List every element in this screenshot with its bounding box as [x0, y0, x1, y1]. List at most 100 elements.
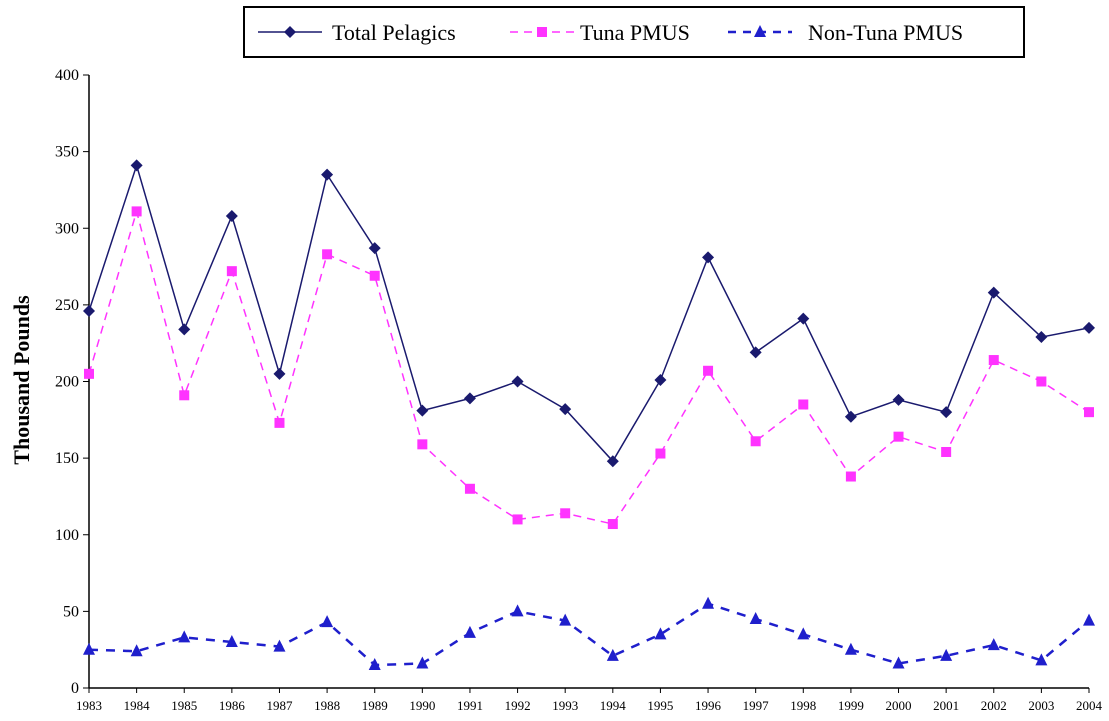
data-point-diamond	[273, 367, 286, 380]
data-point-diamond	[321, 168, 334, 181]
data-point-triangle	[273, 639, 286, 652]
data-point-square	[893, 431, 904, 442]
x-tick-label: 1991	[457, 698, 483, 713]
data-point-square	[845, 471, 856, 482]
x-tick-label: 1983	[76, 698, 102, 713]
data-point-triangle	[511, 604, 524, 617]
y-tick-label: 200	[55, 374, 79, 391]
legend-label-total-pelagics: Total Pelagics	[332, 20, 456, 45]
data-point-square	[274, 417, 285, 428]
series-tuna-pmus	[84, 206, 1094, 530]
data-point-diamond	[1083, 321, 1095, 334]
data-point-triangle	[321, 615, 334, 628]
data-point-diamond	[559, 403, 572, 416]
data-point-triangle	[844, 642, 857, 655]
x-tick-label: 1985	[171, 698, 197, 713]
legend-marker-triangle	[754, 25, 766, 37]
data-point-triangle	[559, 613, 572, 626]
data-point-square	[703, 365, 714, 376]
data-point-triangle	[1083, 613, 1095, 626]
data-point-triangle	[83, 642, 95, 655]
data-point-diamond	[511, 375, 524, 388]
y-tick-label: 400	[55, 67, 79, 84]
data-point-square	[1084, 407, 1094, 418]
data-point-triangle	[130, 644, 143, 657]
data-point-diamond	[178, 323, 191, 336]
legend-marker-square	[537, 27, 547, 37]
y-ticks: 0 50 100 150 200 250 300 350 400	[55, 67, 89, 697]
x-tick-label: 1998	[790, 698, 816, 713]
legend-box	[243, 6, 1025, 58]
x-tick-label: 2004	[1076, 698, 1103, 713]
x-tick-label: 1987	[266, 698, 293, 713]
data-point-diamond	[130, 159, 143, 172]
data-point-diamond	[844, 410, 857, 423]
x-tick-label: 1989	[362, 698, 388, 713]
data-point-triangle	[797, 627, 810, 640]
data-point-diamond	[225, 209, 238, 222]
x-tick-label: 1995	[647, 698, 673, 713]
y-tick-label: 350	[55, 144, 79, 161]
data-point-diamond	[606, 455, 619, 468]
series-line	[88, 208, 1090, 525]
series-total-pelagics	[83, 159, 1095, 468]
x-tick-label: 2001	[933, 698, 959, 713]
data-point-triangle	[225, 635, 238, 648]
x-tick-label: 2000	[886, 698, 912, 713]
legend: Total Pelagics Tuna PMUS Non-Tuna PMUS	[243, 6, 1025, 58]
data-point-diamond	[1035, 331, 1048, 344]
data-point-diamond	[654, 373, 667, 386]
x-tick-label: 1984	[124, 698, 151, 713]
x-tick-label: 2003	[1028, 698, 1054, 713]
data-point-triangle	[178, 630, 191, 643]
data-point-triangle	[749, 612, 762, 625]
data-point-triangle	[654, 627, 667, 640]
data-point-diamond	[987, 286, 1000, 299]
axes	[88, 75, 1089, 689]
data-point-square	[512, 514, 523, 525]
data-point-square	[369, 270, 380, 281]
series-line	[88, 162, 1090, 463]
x-tick-label: 1990	[409, 698, 435, 713]
x-tick-label: 1986	[219, 698, 246, 713]
data-point-triangle	[892, 656, 905, 669]
series-group	[83, 159, 1095, 671]
data-point-triangle	[1035, 653, 1048, 666]
data-point-square	[84, 368, 94, 379]
y-tick-label: 100	[55, 527, 79, 544]
data-point-square	[560, 508, 571, 519]
y-tick-label: 250	[55, 297, 79, 314]
series-non-tuna-pmus	[83, 596, 1095, 671]
x-tick-label: 1997	[743, 698, 770, 713]
data-point-triangle	[606, 648, 619, 661]
data-point-square	[179, 390, 190, 401]
x-tick-label: 1999	[838, 698, 864, 713]
data-point-square	[798, 399, 809, 410]
x-tick-label: 2002	[981, 698, 1007, 713]
data-point-square	[607, 519, 618, 530]
data-point-triangle	[368, 658, 381, 671]
data-point-square	[1036, 376, 1047, 387]
x-tick-label: 1994	[600, 698, 627, 713]
legend-item-total-pelagics: Total Pelagics	[258, 20, 456, 45]
series-line	[88, 602, 1090, 667]
legend-label-tuna-pmus: Tuna PMUS	[580, 20, 690, 45]
x-tick-label: 1992	[505, 698, 531, 713]
legend-item-tuna-pmus: Tuna PMUS	[510, 20, 690, 45]
data-point-diamond	[940, 406, 953, 419]
data-point-square	[322, 249, 333, 260]
data-point-triangle	[940, 648, 953, 661]
data-point-square	[417, 439, 428, 450]
y-tick-label: 300	[55, 220, 79, 237]
data-point-square	[750, 436, 761, 447]
data-point-square	[226, 266, 237, 277]
y-tick-label: 50	[63, 603, 79, 620]
y-tick-label: 0	[71, 680, 79, 697]
data-point-triangle	[416, 656, 429, 669]
data-point-diamond	[797, 312, 810, 325]
data-point-square	[941, 446, 952, 457]
data-point-square	[988, 355, 999, 366]
data-point-diamond	[892, 393, 905, 406]
data-point-diamond	[702, 251, 715, 264]
